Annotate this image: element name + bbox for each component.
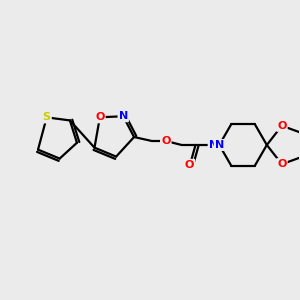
Text: O: O (185, 160, 194, 170)
Text: N: N (214, 140, 224, 150)
Text: O: O (95, 112, 104, 122)
Text: S: S (43, 112, 51, 122)
Text: O: O (95, 112, 104, 122)
Text: O: O (277, 159, 286, 169)
Text: N: N (209, 140, 218, 150)
Text: N: N (214, 140, 224, 150)
Text: N: N (118, 111, 128, 121)
Text: O: O (161, 136, 170, 146)
Text: O: O (185, 160, 194, 170)
Text: O: O (277, 121, 286, 131)
Text: N: N (118, 111, 128, 121)
Text: O: O (161, 136, 170, 146)
Text: O: O (277, 121, 286, 131)
Text: S: S (43, 112, 51, 122)
Text: N: N (209, 140, 218, 150)
Text: O: O (277, 159, 286, 169)
